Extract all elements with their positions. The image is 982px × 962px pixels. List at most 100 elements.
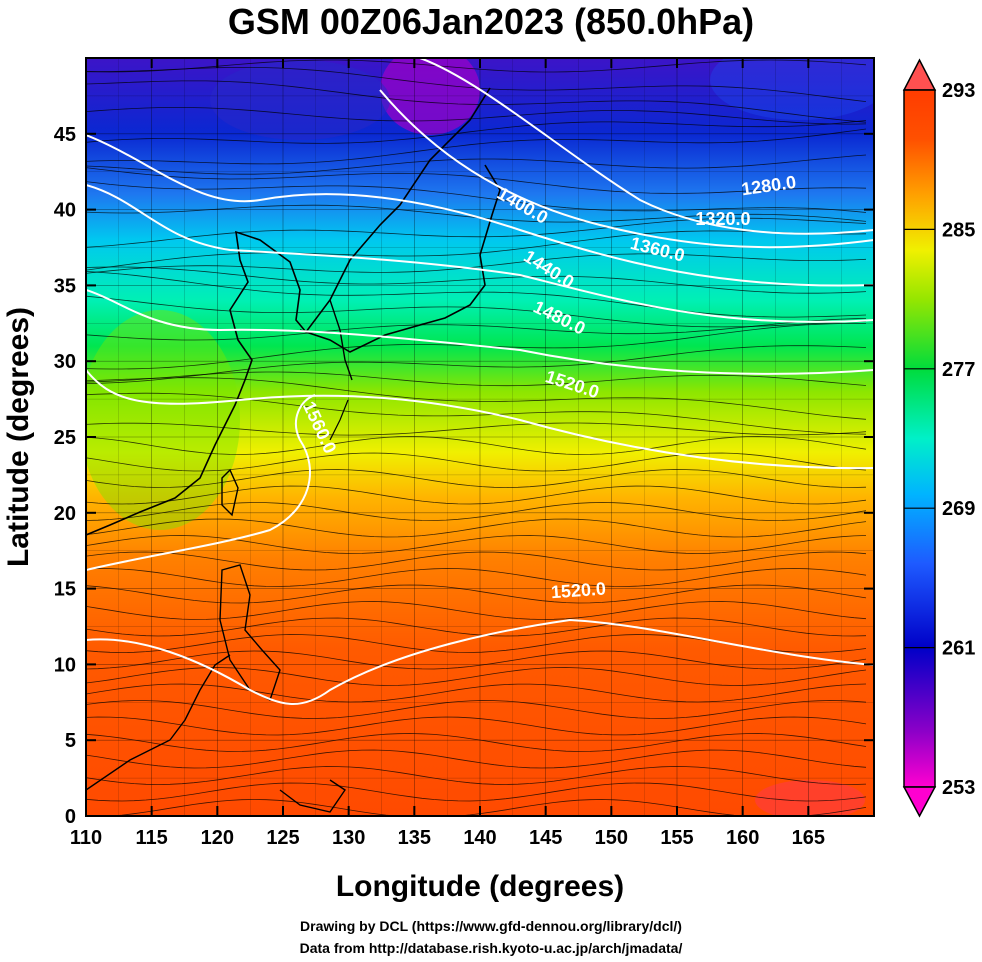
cold-region-blob bbox=[210, 60, 390, 140]
x-tick-label: 165 bbox=[792, 827, 825, 849]
streamline bbox=[86, 230, 867, 271]
contour-1360 bbox=[86, 134, 874, 287]
streamline bbox=[86, 80, 867, 123]
korea-coastline bbox=[329, 299, 353, 381]
x-tick-label: 145 bbox=[529, 827, 562, 849]
streamline bbox=[86, 568, 867, 587]
contour-1520-south bbox=[86, 618, 874, 705]
streamline bbox=[86, 518, 867, 538]
colorbar-tick-label: 277 bbox=[942, 359, 975, 381]
colorbar-tick-label: 293 bbox=[942, 80, 975, 102]
x-tick-label: 150 bbox=[595, 827, 628, 849]
x-tick-label: 155 bbox=[660, 827, 693, 849]
streamline bbox=[86, 128, 867, 165]
colorbar-tick-label: 261 bbox=[942, 638, 975, 660]
streamline bbox=[86, 253, 867, 274]
x-tick-label: 125 bbox=[266, 827, 299, 849]
streamline bbox=[86, 469, 867, 488]
x-tick-label: 130 bbox=[332, 827, 365, 849]
y-tick-label: 25 bbox=[54, 427, 76, 449]
contour-1480 bbox=[86, 289, 874, 375]
streamline bbox=[86, 650, 867, 670]
y-tick-label: 30 bbox=[54, 351, 76, 373]
map-title: GSM 00Z06Jan2023 (850.0hPa) bbox=[227, 1, 755, 42]
contour-1560 bbox=[86, 394, 316, 571]
streamline bbox=[86, 217, 867, 248]
streamline bbox=[86, 782, 867, 802]
philippines-coastline bbox=[219, 564, 281, 701]
streamline bbox=[86, 683, 867, 703]
indonesia-coastline bbox=[279, 779, 346, 813]
streamline bbox=[86, 766, 867, 785]
streamline bbox=[86, 436, 867, 455]
streamline bbox=[86, 601, 867, 620]
streamline bbox=[86, 266, 867, 294]
streamline bbox=[86, 716, 867, 736]
streamline bbox=[86, 167, 867, 194]
streamline bbox=[86, 535, 867, 554]
streamline bbox=[86, 667, 867, 686]
colorbar-top-arrow bbox=[902, 58, 937, 91]
colorbar-bottom-arrow bbox=[902, 786, 937, 818]
borneo-coastline bbox=[86, 654, 231, 791]
streamline bbox=[86, 584, 867, 604]
x-axis-title: Longitude (degrees) bbox=[336, 870, 624, 903]
streamline bbox=[86, 485, 867, 505]
streamline bbox=[86, 392, 867, 435]
streamlines bbox=[86, 59, 867, 816]
y-tick-label: 0 bbox=[65, 806, 76, 828]
streamline bbox=[86, 749, 867, 769]
streamline bbox=[86, 422, 867, 436]
streamline bbox=[86, 452, 867, 472]
x-tick-label: 140 bbox=[463, 827, 496, 849]
coastlines bbox=[86, 87, 501, 813]
credit-data-source: Data from http://database.rish.kyoto-u.a… bbox=[299, 940, 683, 956]
y-tick-label: 15 bbox=[54, 579, 76, 601]
streamline bbox=[86, 502, 867, 521]
streamline bbox=[86, 733, 867, 752]
colorbar-tick-label: 253 bbox=[942, 777, 975, 799]
taiwan-coastline bbox=[221, 468, 239, 517]
streamline bbox=[86, 107, 867, 125]
streamline bbox=[86, 617, 867, 637]
contour-label: 1320.0 bbox=[695, 209, 750, 229]
x-tick-label: 160 bbox=[726, 827, 759, 849]
credit-dcl: Drawing by DCL (https://www.gfd-dennou.o… bbox=[300, 918, 682, 934]
streamline bbox=[86, 551, 867, 571]
contour-label: 1520.0 bbox=[550, 578, 606, 602]
contour-1520-north bbox=[86, 369, 874, 470]
y-tick-label: 10 bbox=[54, 654, 76, 676]
x-tick-label: 110 bbox=[70, 827, 102, 849]
streamline bbox=[86, 345, 867, 384]
streamline bbox=[86, 271, 867, 318]
ryukyu-islands bbox=[329, 399, 349, 441]
y-tick-label: 40 bbox=[54, 200, 76, 222]
streamline bbox=[86, 59, 867, 73]
grid-lines bbox=[86, 58, 874, 816]
colorbar: 253 261 269 277 285 293 bbox=[902, 58, 975, 818]
streamline bbox=[86, 318, 867, 341]
streamline bbox=[86, 154, 867, 175]
colorbar-ticks: 253 261 269 277 285 293 bbox=[904, 80, 975, 799]
contour-1320 bbox=[379, 89, 874, 249]
y-tick-label: 45 bbox=[54, 124, 76, 146]
hot-spot-blob bbox=[755, 780, 865, 816]
east-cold-blob bbox=[710, 58, 874, 120]
contour-1440 bbox=[86, 184, 874, 323]
streamline bbox=[86, 181, 867, 213]
streamline bbox=[86, 295, 867, 328]
plot-area: 1280.01320.01360.01400.01440.01480.01520… bbox=[86, 58, 874, 816]
japan-coastline bbox=[299, 164, 501, 353]
height-contours bbox=[86, 58, 874, 705]
y-tick-label: 20 bbox=[54, 503, 76, 525]
y-tick-label: 5 bbox=[65, 730, 76, 752]
colorbar-tick-label: 269 bbox=[942, 498, 975, 520]
streamline bbox=[86, 377, 867, 420]
west-warm-blob bbox=[86, 310, 240, 530]
colorbar-bar bbox=[903, 89, 936, 788]
streamline bbox=[86, 700, 867, 719]
contour-1280 bbox=[419, 58, 874, 235]
cold-core-blob bbox=[380, 58, 480, 135]
y-axis-title: Latitude (degrees) bbox=[2, 307, 35, 567]
